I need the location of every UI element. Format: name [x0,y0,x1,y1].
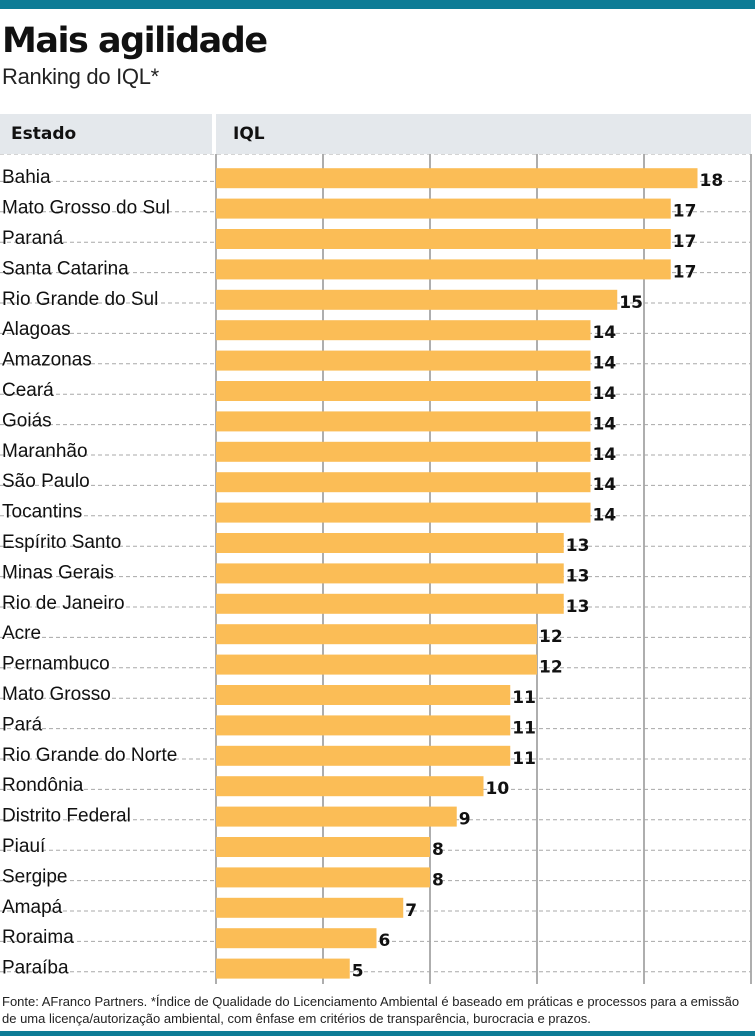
data-label: 11 [512,688,536,708]
bar-chart: Bahia 18 Mato Grosso do Sul 17 Paraná 17 Santa… [0,154,755,984]
data-label: 6 [379,931,391,951]
category-label: Rio Grande do Norte [2,745,177,766]
chart-title: Mais agilidade [2,21,268,61]
bar [216,441,591,462]
data-label: 13 [566,597,590,617]
bar [216,472,591,493]
bar [216,502,591,523]
category-label: Alagoas [2,319,71,340]
category-label: Acre [2,623,41,644]
category-label: Bahia [2,167,51,188]
data-label: 7 [405,901,417,921]
bar [216,715,511,736]
bar [216,198,671,219]
data-label: 10 [486,779,510,799]
bar [216,897,404,918]
bar [216,685,511,705]
data-label: 12 [539,658,563,678]
bar [216,259,671,280]
category-label: Pernambuco [2,654,110,675]
data-label: 17 [673,262,697,282]
data-label: 8 [432,840,444,860]
category-label: Rio de Janeiro [2,593,125,614]
category-label: Santa Catarina [2,258,129,279]
table-header: Estado IQL [0,114,751,154]
data-label: 13 [566,536,590,556]
data-label: 14 [593,384,617,404]
bar [216,624,537,645]
bar [216,411,591,432]
category-label: Sergipe [2,866,68,887]
data-label: 17 [673,232,697,252]
data-label: 14 [593,354,617,374]
data-label: 14 [593,475,617,495]
bar [216,381,591,401]
header-state: Estado [0,114,212,154]
bar [216,563,564,584]
category-label: Mato Grosso do Sul [2,198,170,219]
category-label: Tocantins [2,502,82,523]
category-label: Mato Grosso [2,684,111,705]
bar [216,168,698,189]
category-label: Espírito Santo [2,532,121,553]
category-label: Paraíba [2,958,69,979]
bar [216,776,484,797]
category-label: Minas Gerais [2,562,114,583]
category-label: Paraná [2,228,64,249]
bar [216,229,671,249]
category-label: Rondônia [2,775,84,796]
bottom-accent-bar [0,1031,755,1036]
data-label: 11 [512,749,536,769]
category-label: São Paulo [2,471,90,492]
source-footnote: Fonte: AFranco Partners. *Índice de Qual… [2,994,740,1026]
category-label: Distrito Federal [2,806,131,827]
data-label: 11 [512,718,536,738]
data-label: 14 [593,506,617,526]
category-label: Amazonas [2,350,92,371]
category-label: Goiás [2,410,52,431]
bar [216,867,430,888]
category-label: Ceará [2,380,54,401]
data-label: 8 [432,870,444,890]
category-label: Pará [2,714,43,735]
bar [216,806,457,827]
category-label: Roraima [2,927,74,948]
category-label: Piauí [2,836,46,857]
bar [216,928,377,949]
bar [216,745,511,766]
bar [216,533,564,553]
bar-chart-svg: Bahia 18 Mato Grosso do Sul 17 Paraná 17 Santa… [0,154,752,984]
data-label: 14 [593,414,617,434]
data-label: 15 [619,293,643,313]
data-label: 12 [539,627,563,647]
bar [216,289,618,310]
bar [216,958,350,979]
category-label: Amapá [2,897,63,918]
chart-subtitle: Ranking do IQL* [2,64,159,89]
category-label: Maranhão [2,441,88,462]
data-label: 9 [459,810,471,830]
header-iql: IQL [216,114,751,154]
bar [216,320,591,341]
top-accent-bar [0,0,755,9]
data-label: 13 [566,566,590,586]
bar [216,593,564,614]
data-label: 5 [352,962,364,982]
bar [216,837,430,857]
data-label: 18 [700,171,724,191]
bar [216,654,537,675]
data-label: 14 [593,323,617,343]
bar [216,350,591,371]
category-label: Rio Grande do Sul [2,289,158,310]
data-label: 17 [673,202,697,222]
data-label: 14 [593,445,617,465]
